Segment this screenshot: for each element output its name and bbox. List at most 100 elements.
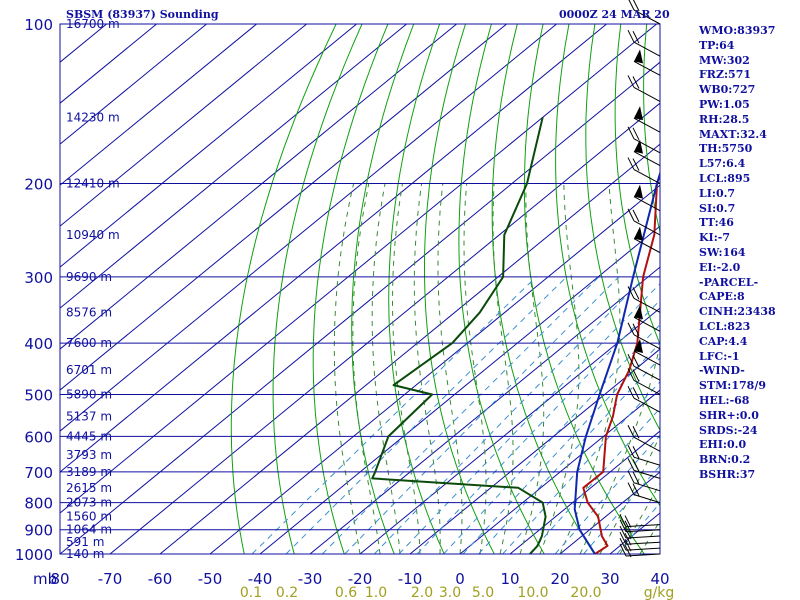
index-item: SRDS:-24 [699,423,758,437]
mixing-ratio-line [528,407,660,554]
pressure-tick-label: 100 [24,16,53,34]
index-item: PW:1.05 [699,97,750,111]
isotherm [60,24,507,391]
moist-adiabat [352,183,381,554]
wind-barb [627,425,661,452]
index-item: LCL:895 [699,171,751,185]
index-item: CINH:23438 [699,305,776,319]
mixing-ratio-label: 3.0 [439,585,461,600]
mixing-ratio-line [398,283,660,554]
moist-adiabat [392,183,421,554]
height-label: 3793 m [66,448,112,462]
wind-barb [627,368,661,395]
isotherm [60,24,357,268]
wind-barb [627,29,661,57]
height-label: 12410 m [66,177,120,191]
mixing-ratio-line [416,299,660,554]
observation-time: 0000Z 24 MAR 20 [559,8,670,21]
moist-adiabat [559,183,621,554]
wind-barbs [619,0,661,558]
wind-barb [627,353,661,381]
height-label: 5890 m [66,387,112,401]
temperature-tick-label: -20 [348,570,373,588]
dry-adiabat [614,24,660,346]
wind-barb [619,531,661,546]
index-item: LCL:823 [699,319,751,333]
index-item: KI:-7 [699,231,730,245]
isotherm [259,225,660,554]
wind-barb [633,226,661,254]
dry-adiabat [585,24,660,432]
index-item: BSHR:37 [699,467,756,481]
isotherm [359,307,660,554]
wind-barb [627,75,661,102]
isotherm [60,24,607,473]
mixing-ratio-line [583,464,660,554]
mixing-ratio-line [462,342,660,554]
pressure-axis-label: mb [33,570,57,588]
index-item: LFC:-1 [699,349,740,363]
parcel-line [573,170,660,554]
height-label: 3189 m [66,465,112,479]
mixing-ratio-lines [251,276,660,554]
moist-adiabat [413,183,441,554]
stability-indices-panel: WMO:83937 TP:64 MW:302 FRZ:571 WB0:727 PW:1.0… [699,24,800,483]
temperature-tick-label: -60 [148,570,173,588]
wind-barb [619,543,661,558]
index-item: CAPE:8 [699,290,745,304]
dry-adiabat [272,24,363,554]
pressure-tick-labels: 100 200 300 400 500 600 700 800 900 1000 mb [15,16,57,588]
temperature-tick-label: 10 [500,570,519,588]
wind-barb [619,519,661,533]
wind-barb [633,139,661,167]
index-item: SHR+:0.0 [699,408,759,422]
isotherm [209,184,660,554]
pressure-tick-label: 300 [24,269,53,287]
temperature-tick-label: 40 [650,570,669,588]
wind-barb [627,458,661,479]
temperature-tick-label: -50 [198,570,223,588]
isotherm [60,24,257,186]
mixing-ratio-line [251,276,537,554]
wind-barb [627,286,661,313]
pressure-tick-label: 200 [24,176,53,194]
index-item: -WIND- [699,364,745,378]
pressure-tick-label: 900 [24,522,53,540]
wind-barb [627,126,661,154]
wind-barb [633,184,661,212]
index-item: SI:0.7 [699,201,736,215]
mixing-ratio-line [554,434,660,554]
mixing-ratio-label: 10.0 [517,585,548,600]
moist-adiabat [333,183,361,554]
isotherm [60,61,660,554]
index-item: SW:164 [699,245,746,259]
dry-adiabats [230,24,660,554]
height-labels: 16700 m 14230 m 12410 m 10940 m 9690 m 8576 m… [66,17,120,561]
index-item: TT:46 [699,216,734,230]
mixing-ratio-labels: 0.1 0.2 0.6 1.0 2.0 3.0 5.0 10.0 20.0 g/kg [240,585,674,600]
dewpoint-line [371,117,547,554]
wind-barb [627,157,661,184]
index-item: WMO:83937 [699,24,776,37]
plot-frame [59,23,661,555]
index-item: MAXT:32.4 [699,127,767,141]
mixing-ratio-label: g/kg [644,585,675,600]
height-label: 140 m [66,547,104,561]
temperature-tick-labels: 80 -70 -60 -50 -40 -30 -20 -10 0 10 20 30 40 [50,570,669,588]
mixing-ratio-label: 20.0 [570,585,601,600]
index-item: HEL:-68 [699,393,750,407]
height-label: 10940 m [66,228,120,242]
height-label: 5137 m [66,409,112,423]
height-label: 4445 m [66,429,112,443]
wind-barb [633,339,661,366]
pressure-gridlines [59,23,661,555]
temperature-tick-label: 20 [550,570,569,588]
dry-adiabat [230,24,337,554]
index-item: -PARCEL- [699,275,759,289]
pressure-tick-label: 800 [24,495,53,513]
isotherm [409,348,660,554]
dry-adiabat [388,24,445,554]
wind-barb [627,445,661,466]
